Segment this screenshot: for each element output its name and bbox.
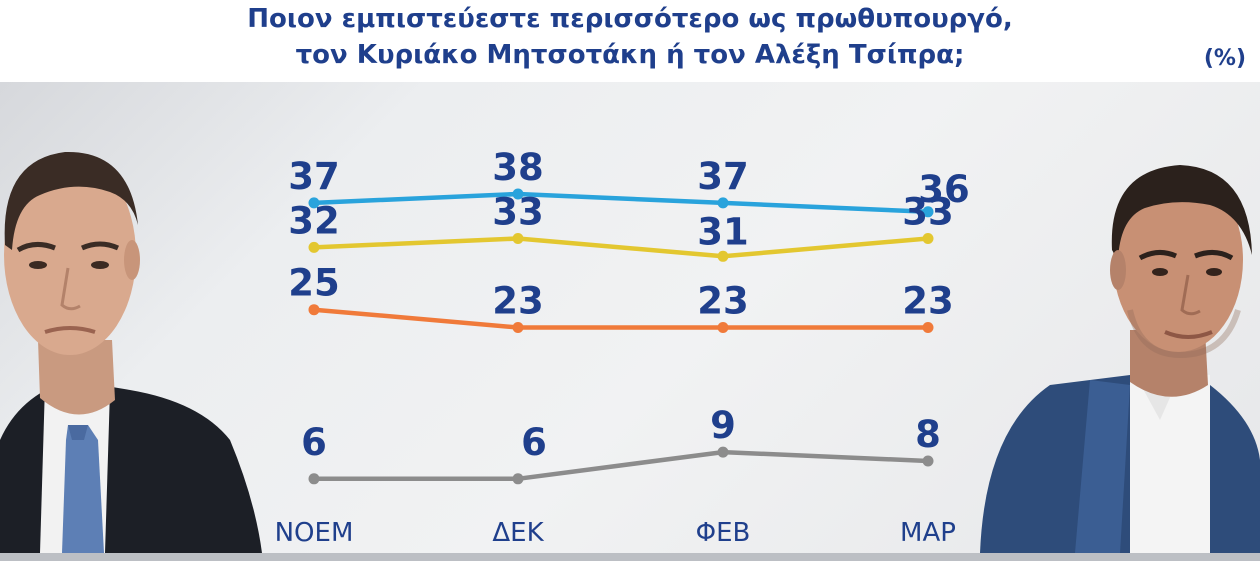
data-point bbox=[308, 241, 320, 253]
series-line bbox=[313, 307, 928, 330]
data-point bbox=[717, 322, 729, 333]
data-point bbox=[512, 233, 524, 244]
data-label: 23 bbox=[902, 280, 954, 323]
data-point bbox=[512, 322, 524, 333]
data-label: 33 bbox=[492, 191, 544, 234]
data-label: 6 bbox=[301, 421, 327, 464]
data-label: 8 bbox=[915, 413, 941, 456]
chart-header: Ποιον εμπιστεύεστε περισσότερο ως πρωθυπ… bbox=[0, 0, 1260, 82]
data-label: 38 bbox=[492, 146, 544, 189]
data-label: 37 bbox=[697, 155, 749, 198]
data-point bbox=[512, 188, 524, 200]
data-label: 9 bbox=[710, 404, 736, 447]
x-tick-label: ΔΕΚ bbox=[492, 518, 544, 548]
data-point bbox=[922, 233, 934, 244]
data-point bbox=[308, 197, 320, 209]
data-label: 37 bbox=[288, 155, 340, 198]
data-point bbox=[922, 455, 934, 467]
data-point bbox=[922, 322, 934, 333]
data-point bbox=[717, 250, 729, 262]
x-tick-label: ΜΑΡ bbox=[900, 518, 956, 548]
line-chart: ΝΟΕΜ ΔΕΚ ΦΕΒ ΜΑΡ 37 38 37 36 32 33 31 33 25 23 23 23 6 6 9… bbox=[275, 146, 970, 548]
data-point bbox=[512, 473, 524, 485]
data-label: 32 bbox=[288, 199, 340, 242]
data-point bbox=[717, 446, 729, 458]
data-label: 25 bbox=[288, 262, 340, 305]
left-person-photo bbox=[0, 151, 262, 553]
chart-title-line-2: τον Κυριάκο Μητσοτάκη ή τον Αλέξη Τσίπρα… bbox=[295, 40, 965, 70]
chart-title-line-1: Ποιον εμπιστεύεστε περισσότερο ως πρωθυπ… bbox=[247, 4, 1013, 34]
data-point bbox=[922, 206, 934, 218]
data-label: 6 bbox=[521, 421, 547, 464]
data-point bbox=[717, 197, 729, 209]
unit-label: (%) bbox=[1203, 46, 1246, 71]
x-tick-label: ΝΟΕΜ bbox=[275, 518, 354, 548]
series-line bbox=[314, 449, 929, 482]
data-point bbox=[308, 473, 320, 485]
data-label: 23 bbox=[697, 280, 749, 323]
series-line bbox=[313, 191, 929, 215]
series-line bbox=[313, 236, 929, 259]
bottom-bar bbox=[0, 553, 1260, 561]
right-person-photo bbox=[980, 165, 1260, 553]
data-point bbox=[308, 304, 320, 316]
x-tick-label: ΦΕΒ bbox=[696, 518, 751, 548]
data-label: 36 bbox=[918, 168, 970, 211]
data-label: 23 bbox=[492, 280, 544, 323]
data-label: 31 bbox=[697, 210, 749, 253]
data-label: 33 bbox=[902, 191, 954, 234]
